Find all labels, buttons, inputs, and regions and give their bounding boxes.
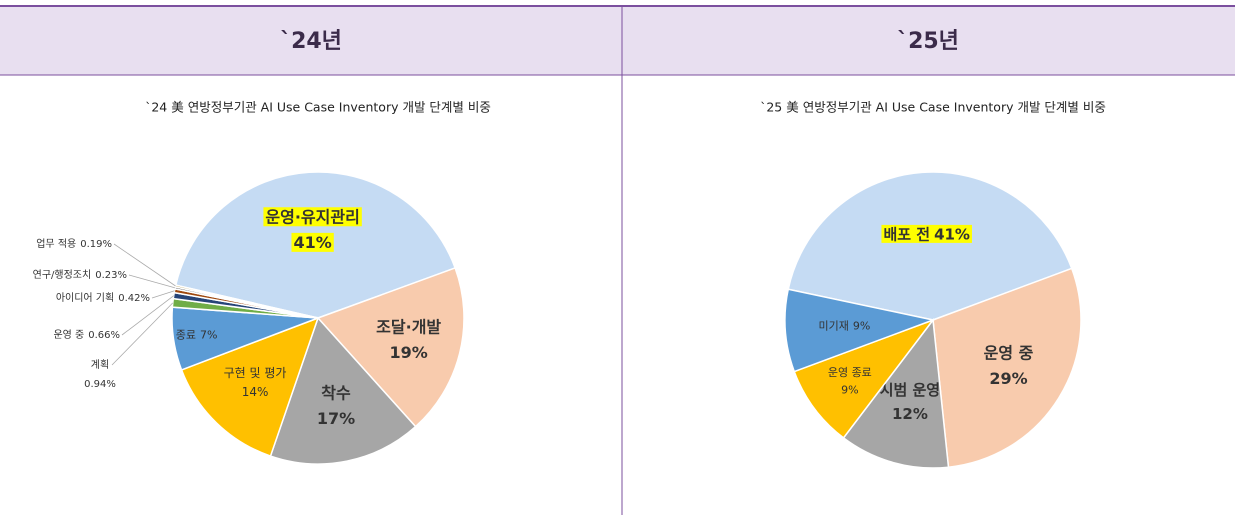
slice-value: 7% (200, 329, 217, 342)
pie-slice (842, 318, 950, 469)
slice-category: 업무 적용 (36, 237, 76, 250)
slice-label: 운영 중 (984, 343, 1034, 362)
slice-category: 미기재 (819, 320, 849, 333)
slice-value: 9% (841, 384, 858, 397)
slice-value: 41% (293, 233, 331, 252)
slice-value: 9% (853, 320, 870, 333)
header-band (0, 6, 1235, 75)
slice-label: 착수 (321, 383, 351, 402)
slice-value: 0.94% (84, 379, 116, 390)
slice-value: 19% (390, 343, 428, 362)
slice-value: 0.66% (88, 330, 120, 341)
leader-line (151, 290, 175, 299)
slice-label: 운영 중 0.66% (53, 329, 120, 341)
slice-label: 조달·개발 (376, 317, 441, 336)
slice-label: 아이디어 기획 0.42% (56, 292, 150, 304)
chart-title: `25 美 연방정부기관 AI Use Case Inventory 개발 단계… (760, 100, 1106, 115)
chart-title: `24 美 연방정부기관 AI Use Case Inventory 개발 단계… (145, 100, 491, 115)
slice-value: 0.19% (80, 239, 112, 250)
pie-slice (180, 316, 320, 458)
leader-line (113, 243, 176, 287)
pie-slice (787, 171, 1073, 321)
slice-label: 연구/행정조치 0.23% (33, 269, 127, 281)
slice-value: 29% (989, 369, 1027, 388)
slice-label: 운영·유지관리 (265, 207, 359, 226)
header: `24년 (280, 29, 342, 54)
leader-line (121, 295, 174, 336)
pie-slice (269, 316, 417, 465)
label-highlight (263, 207, 362, 227)
slice-label: 업무 적용 0.19% (36, 237, 112, 250)
slice-category: 종료 (176, 329, 196, 342)
slice-value: 0.23% (95, 270, 127, 281)
slice-label: 미기재 9% (819, 320, 871, 333)
leader-line (111, 302, 174, 366)
header: `25년 (897, 29, 959, 54)
slice-label: 종료 7% (176, 329, 218, 342)
slice-category: 운영 중 (53, 329, 84, 341)
slice-value: 0.42% (118, 293, 150, 304)
slice-value: 14% (242, 385, 269, 399)
label-highlight (881, 224, 972, 243)
slice-category: 배포 전 (883, 225, 930, 243)
label-highlight (291, 232, 334, 252)
leader-line (128, 274, 176, 289)
slice-category: 아이디어 기획 (56, 292, 114, 304)
slice-label: 구현 및 평가 (224, 366, 287, 380)
slice-label: 계획 (91, 359, 109, 371)
slice-value: 17% (317, 409, 355, 428)
slice-value: 12% (892, 405, 928, 423)
slice-category: 연구/행정조치 (33, 269, 92, 281)
pie-slice (174, 284, 319, 319)
pie-slice (793, 318, 936, 439)
slice-label: 배포 전 41% (883, 225, 970, 243)
pie-slice (784, 288, 936, 373)
pie-slice (316, 266, 465, 428)
slice-value: 41% (934, 225, 970, 243)
pie-slice (932, 267, 1082, 469)
slice-label: 시범 운영 (880, 381, 940, 399)
slice-label: 운영 종료 (828, 366, 872, 379)
